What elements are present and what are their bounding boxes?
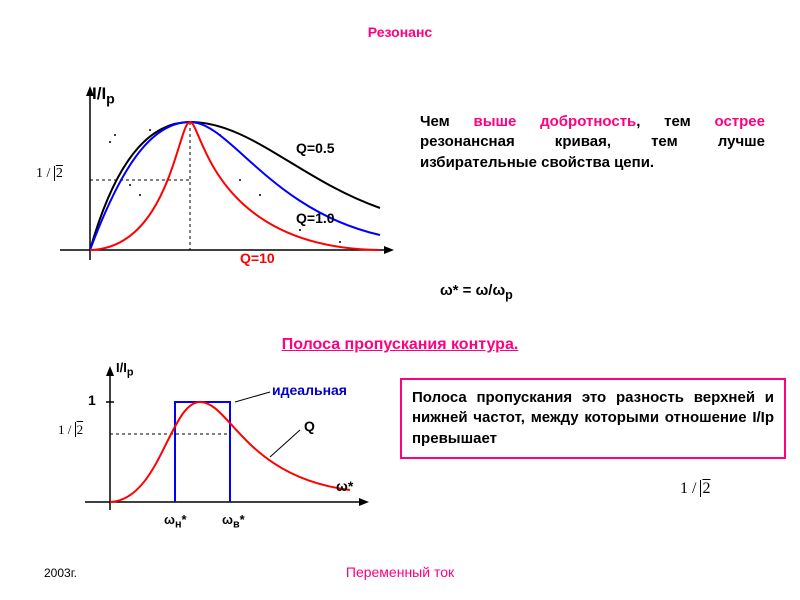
half-power-tick-2: 1 / 2 [58,422,83,438]
sqrt2-value: 1 / 2 [680,480,768,498]
q10x-label: Q=10 [240,250,275,266]
bandwidth-description: Полоса пропускания это разность верхней … [400,378,786,459]
half-power-tick: 1 / 2 [36,166,63,182]
one-tick: 1 [88,392,96,408]
y-axis-label: I/Iр [92,84,115,107]
page-title: Резонанс [0,24,800,40]
footer-title: Переменный ток [0,564,800,580]
freq-equation: ω* = ω/ωр [440,282,513,302]
q10-label: Q=1.0 [296,210,335,226]
year-label: 2003г. [44,566,77,580]
xlow-label: ωн* [164,512,187,531]
q05-label: Q=0.5 [296,140,335,156]
x-axis-label-2: ω* [336,478,353,494]
bandwidth-chart: I/Iр 1 1 / 2 идеальная Q ω* ωн* ωв* [70,362,380,542]
description-top: Чем выше добротность, тем острее резонан… [420,112,765,173]
xhigh-label: ωв* [222,512,245,531]
resonance-chart: I/Iр 1 / 2 Q=0.5 Q=1.0 Q=10 [40,80,400,300]
y-axis-label-2: I/Iр [116,360,133,379]
ideal-label: идеальная [272,382,347,398]
q-label: Q [304,418,315,434]
bandwidth-title: Полоса пропускания контура. [0,336,800,354]
chart1-svg [40,80,400,300]
